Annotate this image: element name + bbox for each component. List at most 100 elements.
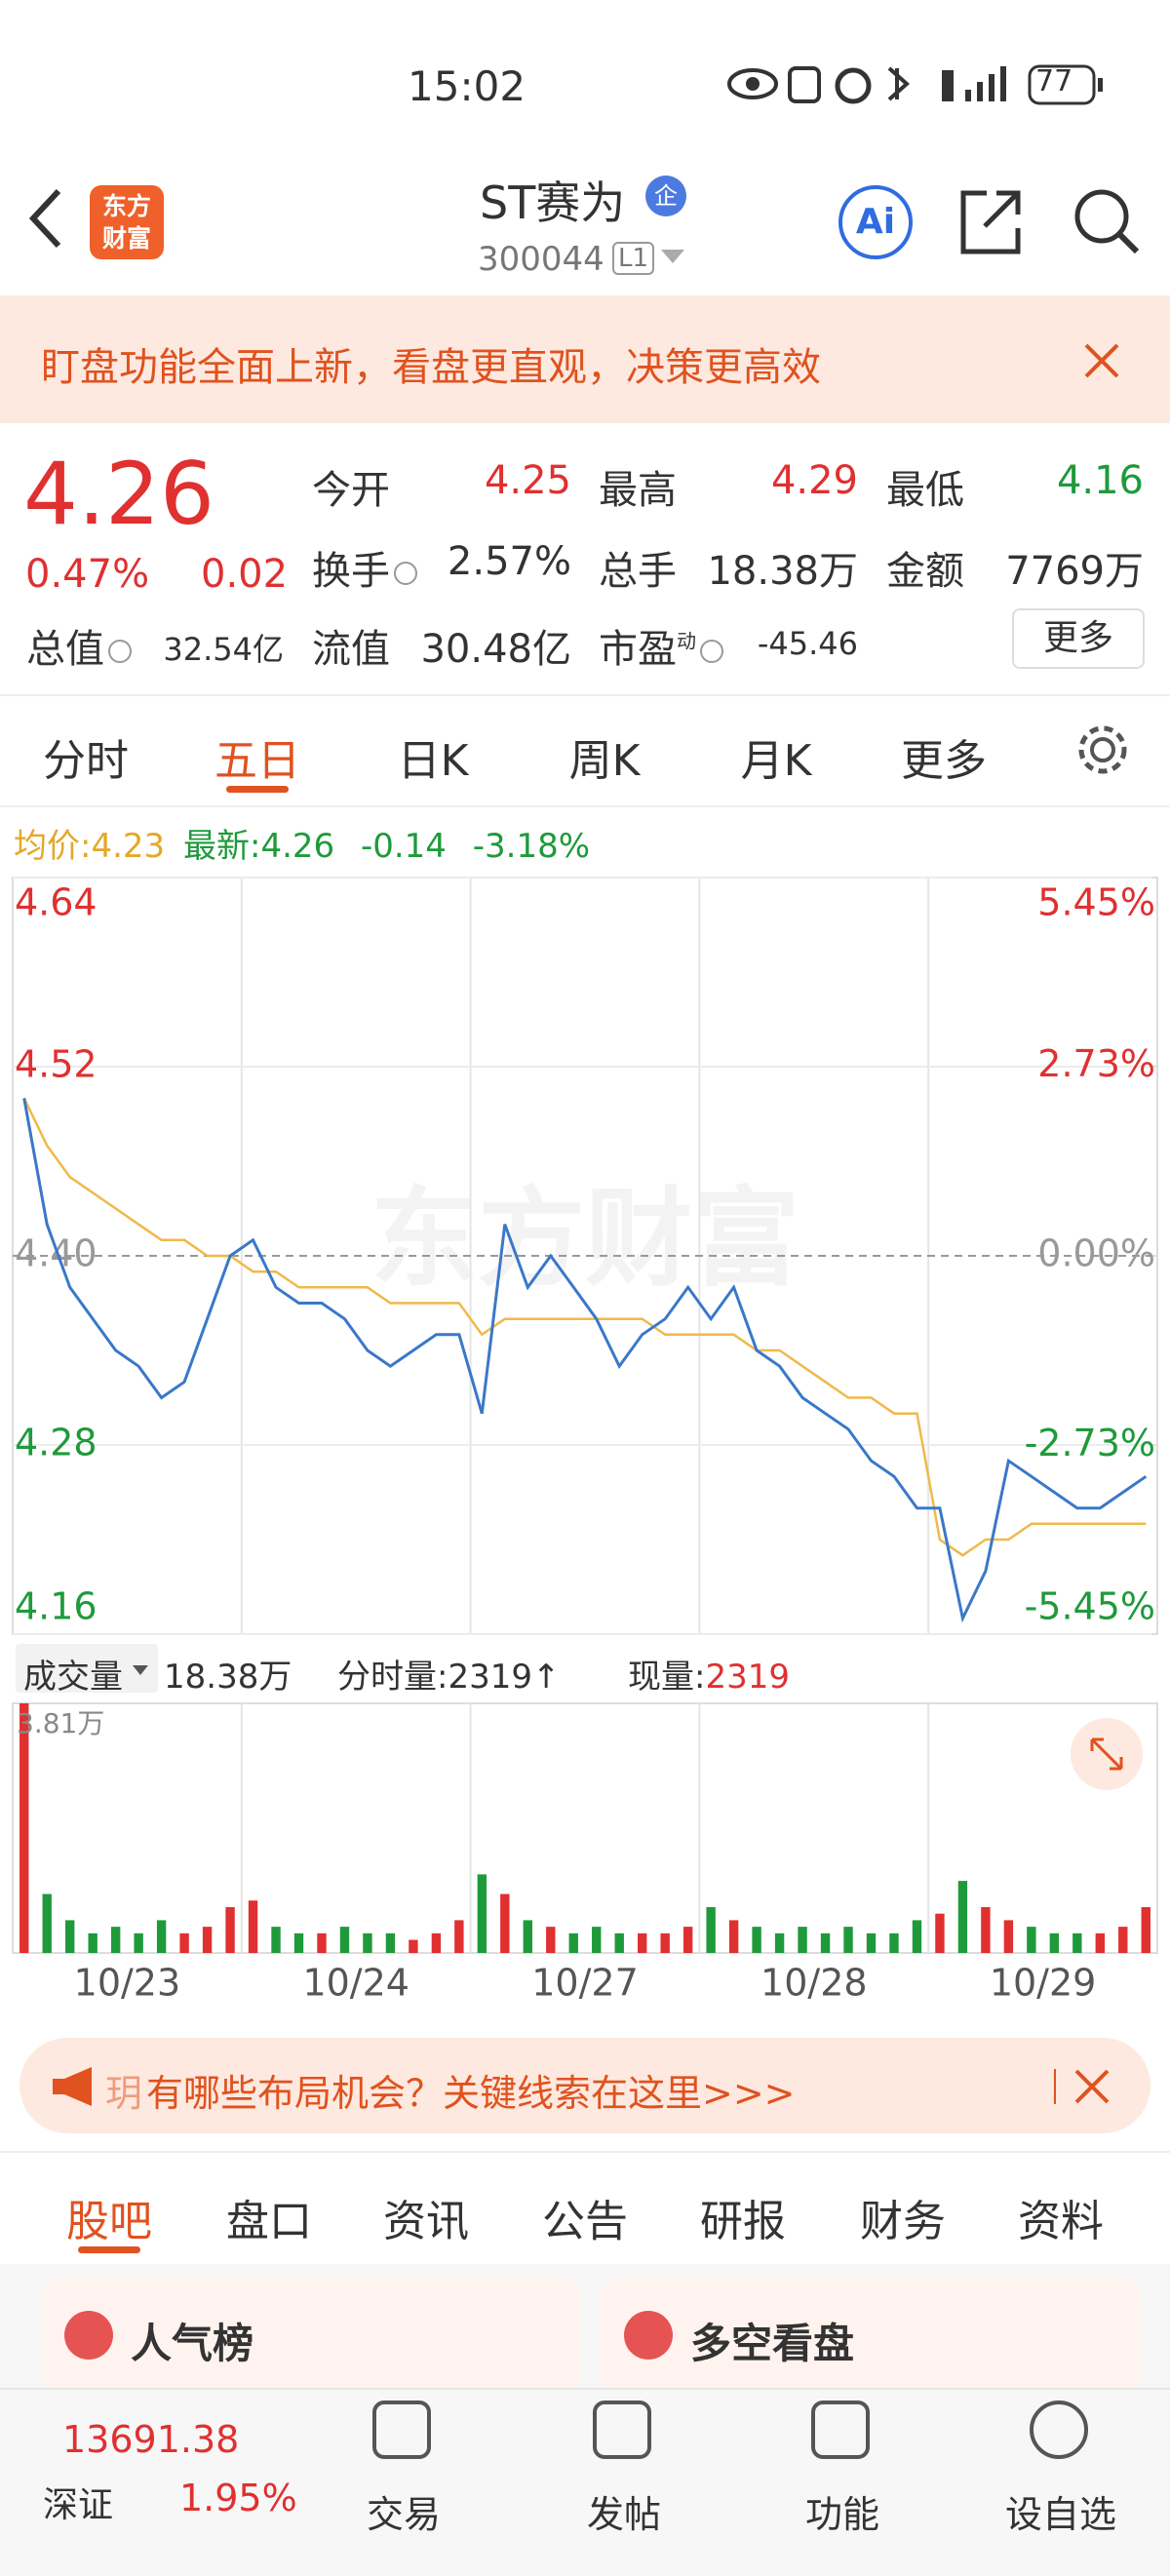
volume-bar <box>798 1927 807 1953</box>
volume-bar <box>774 1932 785 1953</box>
volume-bar <box>317 1932 327 1953</box>
volume-bar <box>454 1920 464 1953</box>
close-promo[interactable] <box>1053 2065 1112 2108</box>
info-icon[interactable] <box>108 640 132 663</box>
promo[interactable] <box>20 2038 1150 2133</box>
volume-bar <box>179 1932 189 1953</box>
status-icons <box>727 64 1103 105</box>
nav-icon[interactable] <box>372 2400 431 2459</box>
promo-cut: 玥 <box>105 2072 143 2115</box>
level: L1 <box>612 242 655 275</box>
field-label-text: 总手 <box>599 549 677 594</box>
nav-label[interactable]: 交易 <box>366 2493 442 2536</box>
field-value: 18.38万 <box>707 549 858 594</box>
avg-label: 均价: <box>14 827 92 866</box>
field-label: 最低 <box>886 458 964 515</box>
logo: 东方 财富 <box>90 185 164 259</box>
nav-icon[interactable] <box>1030 2400 1088 2459</box>
nav-icon[interactable] <box>593 2400 651 2459</box>
volume-bar <box>20 1703 29 1953</box>
stock-code: 300044 <box>478 240 604 279</box>
volume-now: 现量:2319 <box>628 1650 790 1698</box>
summary-change-pct: -3.18% <box>472 827 591 866</box>
info-icon[interactable] <box>394 562 417 585</box>
logo-text: 财富 <box>101 224 151 253</box>
bottom-nav <box>0 2388 1170 2576</box>
period-tab[interactable]: 更多 <box>901 736 987 786</box>
card-title: 人气榜 <box>131 2320 254 2367</box>
summary: 均价:4.23 最新:4.26 -0.14 -3.18% <box>14 819 590 867</box>
section-tab[interactable]: 资料 <box>1018 2197 1104 2246</box>
card-title: 多空看盘 <box>690 2320 855 2367</box>
settings[interactable] <box>1074 722 1131 778</box>
promo-text: 有哪些布局机会？关键线索在这里>>> <box>146 2072 796 2115</box>
nav-label[interactable]: 功能 <box>804 2493 880 2536</box>
volume-bar <box>682 1927 693 1953</box>
period-tab[interactable]: 日K <box>397 736 469 786</box>
volume-bar <box>477 1874 488 1953</box>
last: 4.26 <box>260 827 335 866</box>
volume-bar <box>912 1920 922 1953</box>
period-tab[interactable]: 月K <box>740 736 812 786</box>
volume-bar <box>546 1927 556 1953</box>
volume-label: 成交量 <box>23 1658 123 1697</box>
card[interactable] <box>599 2278 1141 2389</box>
volume-bar <box>202 1927 213 1953</box>
field-label-text: 最高 <box>599 468 677 513</box>
field-label-text: 市盈 <box>599 627 677 672</box>
volume-bar <box>866 1932 877 1953</box>
volume-bar <box>568 1932 578 1953</box>
tab-underline <box>226 786 289 793</box>
change-pct: 0.47% <box>25 552 150 597</box>
period-tab[interactable]: 周K <box>568 736 641 786</box>
now-value: 2319 <box>705 1658 790 1697</box>
section-tab[interactable]: 资讯 <box>383 2197 469 2246</box>
section-tab[interactable]: 公告 <box>542 2197 628 2246</box>
megaphone <box>53 2067 92 2106</box>
more-button[interactable]: 更多 <box>1012 608 1145 669</box>
nav-label[interactable]: 设自选 <box>1004 2493 1117 2536</box>
divider <box>0 805 1170 807</box>
ai-button[interactable]: Ai <box>838 185 913 259</box>
section-tab[interactable]: 盘口 <box>226 2197 312 2246</box>
y2-tick-label: -5.45% <box>1025 1585 1155 1628</box>
card[interactable] <box>41 2278 579 2389</box>
field-value: 4.29 <box>770 458 858 503</box>
x-tick-label: 10/29 <box>990 1962 1097 2005</box>
info-icon[interactable] <box>700 640 723 663</box>
section-tab[interactable]: 财务 <box>860 2197 946 2246</box>
volume-selector[interactable] <box>16 1644 158 1693</box>
volume-bar <box>293 1932 304 1953</box>
volume-bar <box>614 1932 624 1953</box>
volume-bar <box>1072 1932 1082 1953</box>
volume-bar <box>638 1932 647 1953</box>
expand[interactable] <box>1069 1716 1145 1792</box>
volume-bar <box>1049 1932 1060 1953</box>
volume-bar <box>889 1932 899 1953</box>
stock-name: ST赛为 <box>480 176 626 229</box>
section-tab[interactable]: 股吧 <box>66 2197 152 2246</box>
y-tick-label: 4.40 <box>15 1232 98 1275</box>
close-banner[interactable] <box>1082 341 1121 380</box>
period-tab[interactable]: 分时 <box>43 736 129 786</box>
volume-tick-label: 3.81万 <box>17 1707 104 1739</box>
nav-icon[interactable] <box>811 2400 870 2459</box>
search-button[interactable] <box>1071 185 1143 259</box>
volume-bar <box>42 1893 52 1953</box>
field-label-text: 最低 <box>886 468 964 513</box>
volume-bar <box>957 1881 968 1953</box>
field-value: 30.48亿 <box>420 627 571 672</box>
dropdown[interactable] <box>659 248 688 267</box>
y2-tick-label: 2.73% <box>1037 1042 1155 1085</box>
section-tab[interactable]: 研报 <box>700 2197 786 2246</box>
volume-bar <box>1141 1906 1150 1953</box>
index-pct: 1.95% <box>179 2477 297 2519</box>
period-tab[interactable]: 五日 <box>214 736 300 786</box>
nav-label[interactable]: 发帖 <box>586 2493 662 2536</box>
field-label: 金额 <box>886 539 964 596</box>
volume-bar <box>156 1920 167 1953</box>
back-button[interactable] <box>25 185 64 254</box>
y2-tick-label: 5.45% <box>1037 881 1155 924</box>
banner[interactable] <box>0 295 1170 423</box>
share-button[interactable] <box>957 185 1026 259</box>
